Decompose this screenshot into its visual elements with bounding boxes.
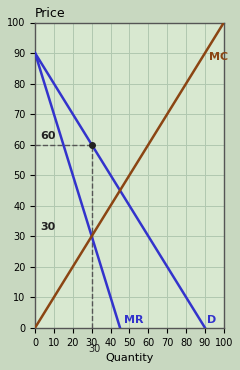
Text: Price: Price (35, 7, 66, 20)
Text: 30: 30 (88, 344, 100, 354)
Text: D: D (207, 315, 216, 325)
Text: 60: 60 (41, 131, 56, 141)
Text: MC: MC (209, 52, 228, 62)
Text: 30: 30 (41, 222, 56, 232)
X-axis label: Quantity: Quantity (105, 353, 154, 363)
Text: MR: MR (124, 315, 143, 325)
